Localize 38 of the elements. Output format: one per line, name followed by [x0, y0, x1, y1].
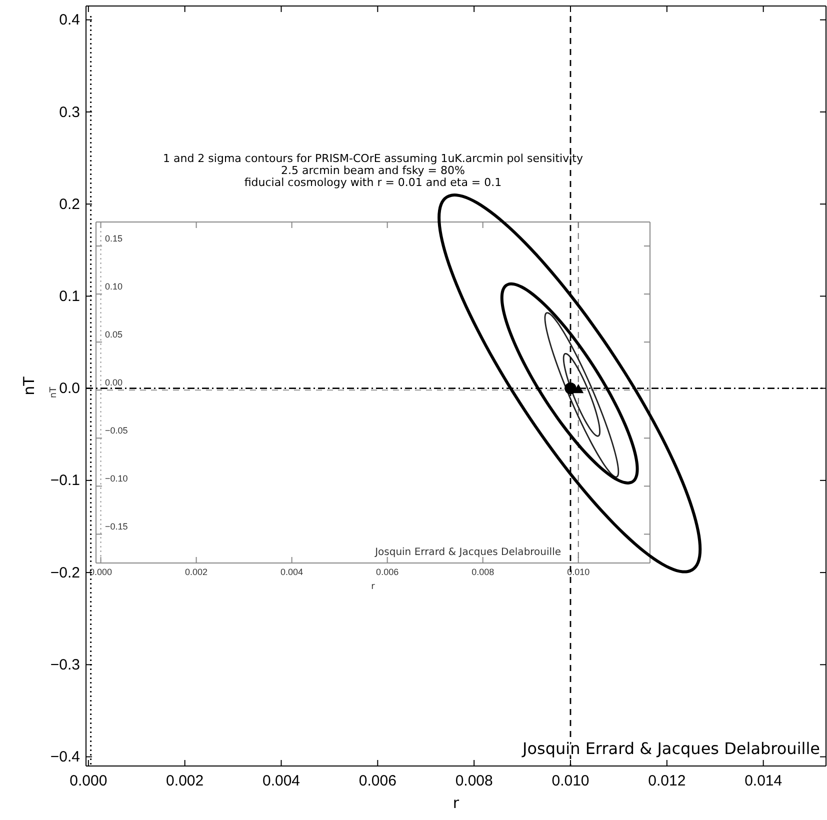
- x-tick-label: 0.012: [648, 772, 686, 790]
- x-tick-label: 0.006: [376, 567, 399, 577]
- y-tick-label: 0.0: [59, 380, 80, 398]
- chart-title: 1 and 2 sigma contours for PRISM-COrE assuming 1uK.arcmin pol sensitivity: [163, 152, 584, 165]
- x-tick-label: 0.010: [552, 772, 590, 790]
- y-tick-label: −0.2: [50, 564, 80, 582]
- x-tick-label: 0.002: [185, 567, 208, 577]
- x-tick-label: 0.010: [567, 567, 590, 577]
- y-tick-label: −0.05: [105, 426, 128, 436]
- y-tick-label: −0.10: [105, 474, 128, 484]
- x-tick-label: 0.014: [744, 772, 782, 790]
- y-axis-title: nT: [49, 386, 59, 398]
- x-tick-label: 0.008: [455, 772, 493, 790]
- y-tick-label: 0.00: [105, 378, 123, 388]
- x-axis-title: r: [371, 582, 376, 592]
- x-tick-label: 0.004: [280, 567, 304, 577]
- y-tick-label: −0.1: [50, 472, 80, 490]
- x-tick-label: 0.004: [262, 772, 300, 790]
- y-tick-label: 0.2: [59, 196, 80, 213]
- y-axis-title: nT: [20, 376, 38, 396]
- x-tick-label: 0.000: [90, 567, 112, 577]
- y-tick-label: 0.05: [105, 330, 123, 340]
- y-tick-label: 0.1: [59, 288, 80, 305]
- chart-subtitle: 2.5 arcmin beam and fsky = 80% fiducial cosmology with r = 0.01 and eta = 0.1: [244, 164, 502, 189]
- y-tick-label: −0.3: [50, 656, 80, 674]
- y-tick-label: 0.3: [59, 104, 80, 121]
- annotation: Josquin Errard & Jacques Delabrouille: [522, 739, 820, 758]
- y-tick-label: 0.4: [59, 12, 80, 29]
- y-tick-label: 0.10: [105, 282, 123, 292]
- x-axis-title: r: [452, 794, 460, 812]
- x-tick-label: 0.002: [166, 772, 204, 790]
- x-tick-label: 0.006: [358, 772, 396, 790]
- y-tick-label: −0.15: [105, 522, 128, 532]
- annotation: Josquin Errard & Jacques Delabrouille: [374, 547, 561, 558]
- y-tick-label: −0.4: [50, 748, 80, 766]
- x-tick-label: 0.008: [472, 567, 494, 577]
- x-tick-label: 0.000: [70, 772, 108, 790]
- y-tick-label: 0.15: [105, 234, 123, 244]
